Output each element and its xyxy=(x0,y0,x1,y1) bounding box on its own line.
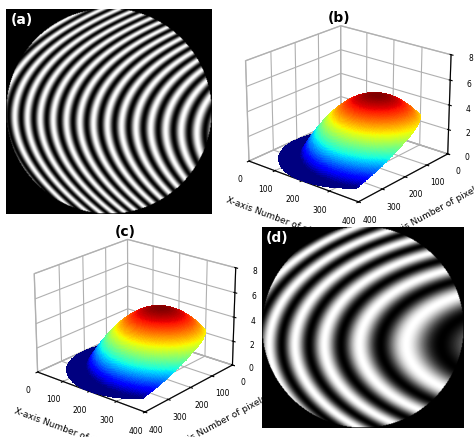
Text: (b): (b) xyxy=(328,11,351,25)
X-axis label: X-axis Number of pixels: X-axis Number of pixels xyxy=(225,196,329,241)
Text: (d): (d) xyxy=(266,231,289,245)
Text: (a): (a) xyxy=(10,13,33,27)
Text: (c): (c) xyxy=(115,225,136,239)
X-axis label: X-axis Number of pixels: X-axis Number of pixels xyxy=(13,406,116,437)
Y-axis label: Y-axis Number of pixels: Y-axis Number of pixels xyxy=(385,183,474,241)
Y-axis label: Y-axis Number of pixels: Y-axis Number of pixels xyxy=(171,394,268,437)
